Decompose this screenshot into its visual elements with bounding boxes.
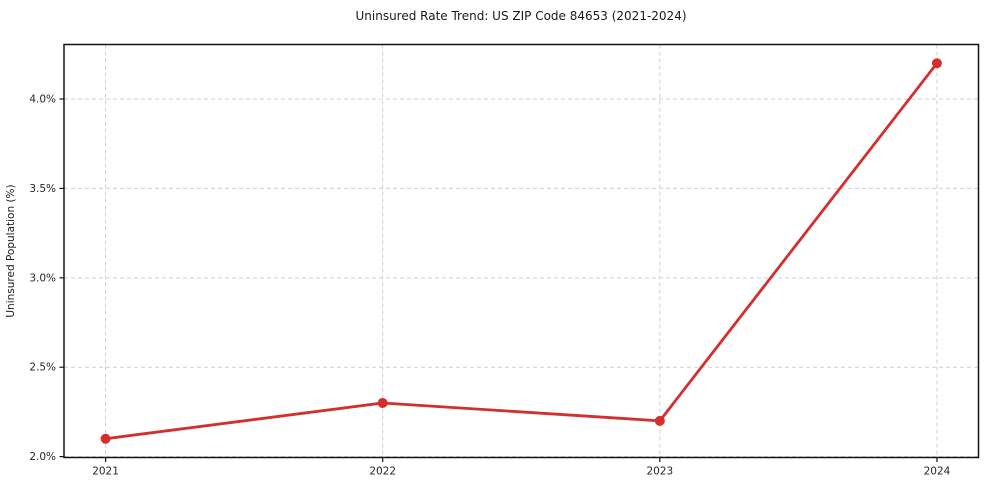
trend-line [104, 61, 939, 441]
chart-title: Uninsured Rate Trend: US ZIP Code 84653 … [355, 9, 686, 23]
x-tick-label: 2022 [369, 466, 396, 478]
data-point [377, 397, 388, 408]
tick-label-layer: 2.0% 2.5% 3.0% 3.5% 4.0% 2021 2022 2023 2024 [29, 94, 950, 478]
series-layer [100, 58, 942, 444]
y-tick-label: 3.5% [29, 183, 56, 195]
y-tick-label: 2.5% [29, 362, 56, 374]
data-point [654, 415, 665, 426]
y-tick-label: 4.0% [29, 94, 56, 106]
x-tick-label: 2024 [924, 466, 951, 478]
x-tick-label: 2023 [646, 466, 673, 478]
tick-layer [59, 98, 938, 462]
x-tick-label: 2021 [92, 466, 119, 478]
data-point [100, 433, 111, 444]
data-point [931, 58, 942, 69]
y-tick-label: 2.0% [29, 451, 56, 463]
grid-layer [64, 44, 979, 458]
plot-frame [63, 43, 980, 459]
y-tick-label: 3.0% [29, 272, 56, 284]
y-axis-label: Uninsured Population (%) [5, 184, 17, 317]
